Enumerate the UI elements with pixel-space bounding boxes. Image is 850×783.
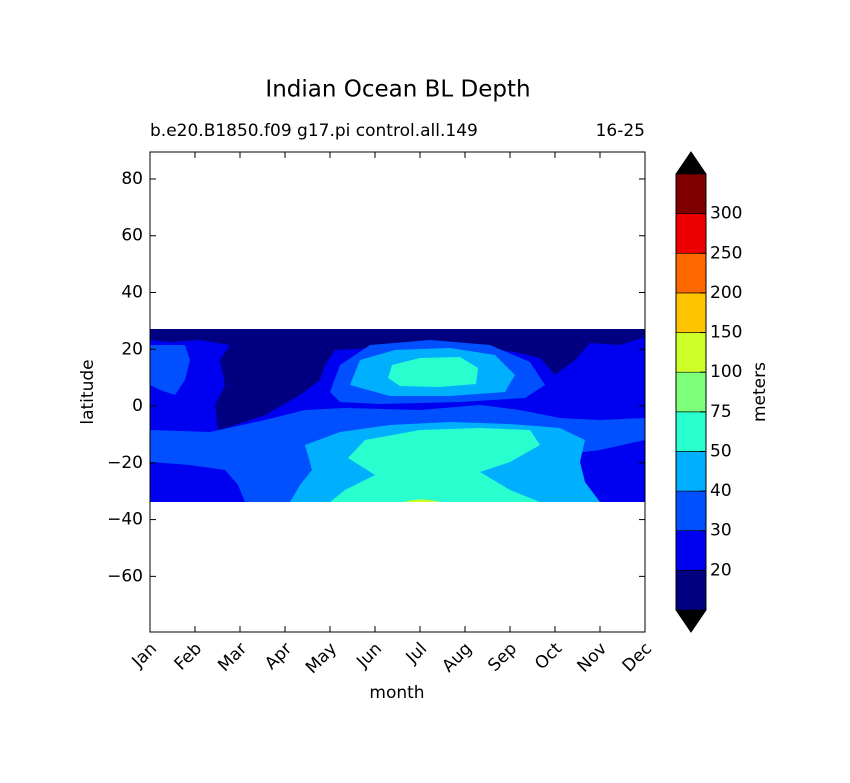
y-tick-label: −60 [107, 566, 143, 586]
colorbar-tick-label: 200 [710, 283, 742, 303]
colorbar-tick-label: 20 [710, 560, 732, 580]
colorbar-box [675, 292, 707, 333]
colorbar-tick-label: 100 [710, 362, 742, 382]
colorbar-box [675, 213, 707, 254]
colorbar-box [675, 371, 707, 413]
colorbar-box [675, 411, 707, 452]
colorbar-extend [676, 610, 706, 632]
colorbar-tick-label: 250 [710, 243, 742, 263]
subtitle-right: 16-25 [596, 121, 645, 141]
colorbar-box [675, 332, 707, 373]
colorbar-tick-label: 75 [710, 402, 732, 422]
y-tick-label: −20 [107, 453, 143, 473]
colorbar-tick-label: 150 [710, 323, 742, 343]
contour-region [150, 329, 645, 430]
subtitle: b.e20.B1850.f09 g17.pi control.all.149 [150, 121, 478, 141]
y-tick-label: 20 [121, 339, 143, 359]
colorbar-label: meters [750, 362, 770, 422]
y-axis-label: latitude [78, 359, 98, 424]
y-tick-label: 60 [121, 226, 143, 246]
contour-field [150, 329, 645, 502]
contour-region [405, 499, 440, 502]
y-tick-label: 40 [121, 283, 143, 303]
colorbar-outline [675, 151, 707, 633]
colorbar-box [675, 451, 707, 492]
colorbar-box [675, 173, 707, 214]
plot-frame [149, 151, 646, 633]
contour-region [150, 345, 190, 395]
y-tick-label: 0 [132, 396, 143, 416]
x-axis-label: month [369, 683, 424, 703]
y-tick-label: 80 [121, 169, 143, 189]
colorbar-box [675, 490, 707, 532]
colorbar-box [675, 252, 707, 294]
y-tick-label: −40 [107, 510, 143, 530]
colorbar-tick-label: 30 [710, 521, 732, 541]
contour-region [388, 357, 478, 387]
colorbar-extend [676, 152, 706, 174]
colorbar-box [675, 570, 707, 611]
chart-title: Indian Ocean BL Depth [265, 77, 530, 103]
colorbar-box [675, 530, 707, 571]
contour-region [330, 428, 540, 502]
colorbar-tick-label: 40 [710, 481, 732, 501]
colorbar-tick-label: 300 [710, 204, 742, 224]
colorbar-tick-label: 50 [710, 441, 732, 461]
